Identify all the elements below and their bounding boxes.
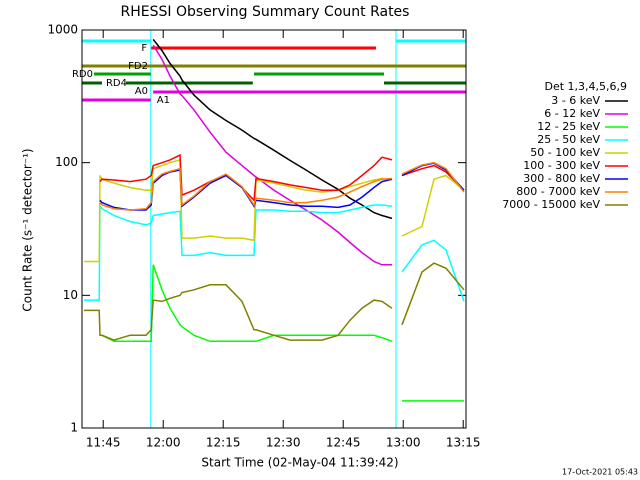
legend-label: 25 - 50 keV [537,133,600,146]
x-tick-label: 12:45 [326,436,361,450]
x-tick-label: 12:30 [266,436,301,450]
y-axis-label: Count Rate (s⁻¹ detector⁻¹) [21,148,35,311]
x-tick-label: 12:00 [146,436,181,450]
y-tick-label: 100 [55,155,78,169]
legend-label: 12 - 25 keV [537,120,600,133]
legend-label: 7000 - 15000 keV [502,198,600,211]
legend-label: 6 - 12 keV [544,107,600,120]
flag-label: F [141,43,147,54]
flag-label: A1 [157,95,170,106]
x-tick-label: 11:45 [86,436,121,450]
series-line [99,161,465,211]
series-line [84,204,465,302]
x-axis-label: Start Time (02-May-04 11:39:42) [201,456,398,470]
y-tick-label: 1000 [47,23,78,37]
series-line [100,264,464,402]
chart-title: RHESSI Observing Summary Count Rates [121,4,410,20]
legend-label: 300 - 800 keV [523,172,600,185]
y-tick-label: 10 [63,288,78,302]
legend-label: 100 - 300 keV [523,159,600,172]
y-tick-label: 1 [70,421,78,435]
series-line [152,44,392,266]
flag-label: FD2 [128,61,148,72]
x-tick-label: 13:00 [386,436,421,450]
series-line [152,38,393,220]
plot-frame [81,29,467,429]
x-tick-label: 13:15 [446,436,481,450]
legend-label: 800 - 7000 keV [516,185,600,198]
flag-label: A0 [135,86,148,97]
series-line [84,262,465,341]
legend-title: Det 1,3,4,5,6,9 [544,80,627,93]
legend-label: 3 - 6 keV [551,94,600,107]
footer: 17-Oct-2021 05:43 [562,468,638,477]
flag-label: RD4 [106,78,127,89]
x-tick-label: 12:15 [206,436,241,450]
legend-label: 50 - 100 keV [530,146,600,159]
